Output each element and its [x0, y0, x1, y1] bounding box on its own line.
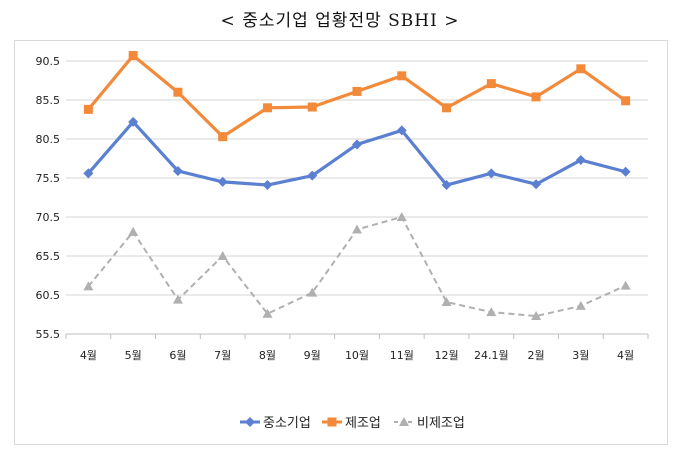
y-tick-label: 90.5 [36, 55, 61, 68]
data-point [441, 180, 452, 191]
data-point [173, 87, 183, 97]
legend-marker [245, 417, 255, 427]
data-point [352, 224, 362, 234]
legend-marker [327, 417, 337, 427]
data-point [307, 170, 318, 181]
x-tick-label: 8월 [259, 349, 276, 362]
data-point [307, 102, 317, 112]
data-point [621, 96, 631, 106]
data-point [128, 226, 139, 236]
data-point [128, 116, 139, 127]
data-point [576, 64, 586, 74]
data-point [575, 155, 586, 166]
x-tick-label: 2월 [528, 349, 545, 362]
data-point [128, 51, 138, 61]
y-tick-label: 65.5 [36, 250, 61, 263]
legend-label: 비제조업 [417, 416, 465, 431]
data-point [486, 307, 497, 317]
x-tick-label: 3월 [572, 349, 589, 362]
data-point [83, 104, 93, 114]
x-tick-label: 9월 [304, 349, 321, 362]
x-tick-label: 11월 [390, 349, 414, 362]
x-tick-label: 7월 [214, 349, 231, 362]
legend-marker [399, 417, 409, 426]
x-tick-label: 24.1월 [474, 349, 509, 362]
data-point [352, 86, 362, 96]
data-point [218, 132, 228, 142]
series-line-1 [87, 120, 627, 187]
chart-area [14, 40, 668, 445]
data-point [83, 281, 94, 291]
data-point [620, 280, 631, 290]
series-line-2 [87, 53, 627, 139]
x-tick-label: 4월 [617, 349, 634, 362]
data-point [172, 165, 183, 176]
x-tick-label: 5월 [125, 349, 142, 362]
data-point [396, 212, 407, 221]
x-tick-label: 10월 [345, 349, 369, 362]
data-point [620, 166, 631, 177]
data-point [531, 179, 542, 190]
data-point [262, 308, 273, 318]
y-tick-label: 85.5 [36, 94, 61, 107]
data-point [217, 176, 228, 187]
y-tick-label: 80.5 [36, 133, 61, 146]
y-tick-label: 60.5 [36, 289, 61, 302]
legend-label: 중소기업 [263, 416, 311, 431]
data-point [217, 251, 228, 260]
chart-title: < 중소기업 업황전망 SBHI > [220, 11, 460, 31]
data-point [352, 139, 362, 150]
x-tick-label: 12월 [434, 349, 458, 362]
data-point [575, 300, 586, 310]
x-tick-label: 6월 [169, 349, 186, 362]
data-point [307, 287, 318, 297]
data-point [396, 125, 407, 136]
data-point [442, 103, 452, 113]
y-tick-label: 75.5 [36, 172, 61, 185]
legend-label: 제조업 [345, 416, 381, 431]
data-point [83, 168, 94, 179]
data-point [262, 103, 272, 113]
data-point [397, 71, 407, 81]
y-tick-label: 70.5 [36, 211, 61, 224]
data-point [486, 79, 496, 89]
x-tick-label: 4월 [80, 349, 97, 362]
data-point [486, 168, 497, 179]
data-point [531, 92, 541, 102]
y-tick-label: 55.5 [36, 328, 61, 341]
data-point [172, 294, 183, 304]
data-point [441, 297, 452, 307]
data-point [531, 311, 542, 321]
data-point [262, 180, 273, 191]
